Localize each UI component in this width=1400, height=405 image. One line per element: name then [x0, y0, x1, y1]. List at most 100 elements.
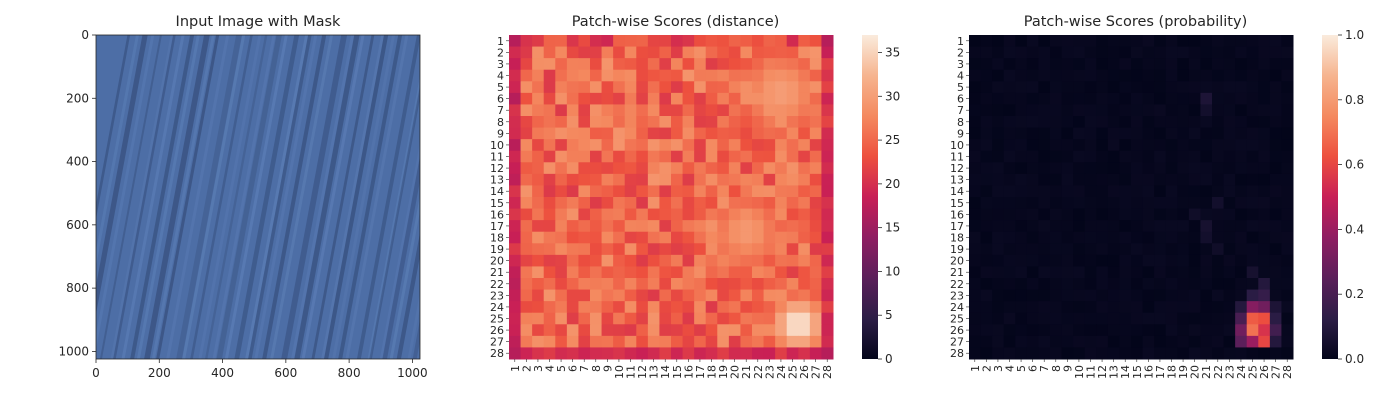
heatmap-cell: [613, 69, 626, 82]
heatmap-cell: [980, 208, 993, 221]
heatmap-cell: [728, 324, 741, 337]
heatmap-cell: [752, 231, 765, 244]
heatmap-cell: [659, 347, 672, 360]
row-label: 3: [497, 58, 504, 71]
heatmap-cell: [1084, 220, 1097, 233]
heatmap-cell: [682, 289, 695, 302]
heatmap-cell: [543, 312, 556, 325]
heatmap-cell: [740, 220, 753, 233]
image-stripe: [96, 35, 131, 220]
heatmap-cell: [682, 231, 695, 244]
heatmap-cell: [809, 347, 822, 360]
heatmap-cell: [1269, 69, 1282, 82]
heatmap-cell: [647, 301, 660, 314]
heatmap-cell: [728, 104, 741, 117]
heatmap-cell: [821, 150, 834, 163]
heatmap-cell: [601, 46, 614, 59]
heatmap-cell: [1003, 185, 1016, 198]
heatmap-cell: [740, 278, 753, 291]
heatmap-cell: [1142, 139, 1155, 152]
heatmap-cell: [705, 127, 718, 140]
heatmap-cell: [555, 173, 568, 186]
heatmap-cell: [1119, 254, 1132, 267]
heatmap-cell: [1246, 69, 1259, 82]
heatmap-cell: [775, 92, 788, 105]
col-label: 16: [682, 365, 695, 379]
heatmap-cell: [798, 312, 811, 325]
heatmap-cell: [1073, 243, 1086, 256]
heatmap-cell: [1223, 116, 1236, 129]
heatmap-cell: [1142, 254, 1155, 267]
heatmap-cell: [786, 243, 799, 256]
heatmap-cell: [647, 69, 660, 82]
heatmap-cell: [1119, 139, 1132, 152]
heatmap-cell: [798, 335, 811, 348]
heatmap-cell: [1281, 173, 1294, 186]
heatmap-cell: [1038, 301, 1051, 314]
heatmap-cell: [1084, 324, 1097, 337]
heatmap-cell: [798, 185, 811, 198]
panel1-title: Input Image with Mask: [176, 14, 341, 30]
heatmap-cell: [1050, 81, 1063, 94]
heatmap-cell: [1050, 266, 1063, 279]
col-label: 11: [625, 365, 638, 379]
heatmap-cell: [1281, 104, 1294, 117]
heatmap-cell: [636, 185, 649, 198]
heatmap-cell: [705, 278, 718, 291]
col-label: 16: [1142, 365, 1155, 379]
heatmap-cell: [520, 312, 533, 325]
heatmap-cell: [1073, 58, 1086, 71]
heatmap-cell: [601, 58, 614, 71]
heatmap-cell: [659, 173, 672, 186]
heatmap-cell: [1119, 58, 1132, 71]
heatmap-cell: [1258, 254, 1271, 267]
heatmap-cell: [1061, 266, 1074, 279]
heatmap-cell: [1212, 127, 1225, 140]
heatmap-cell: [1050, 301, 1063, 314]
heatmap-cell: [1177, 185, 1190, 198]
col-label: 12: [636, 365, 649, 379]
heatmap-cell: [624, 150, 637, 163]
heatmap-cell: [543, 289, 556, 302]
heatmap-cell: [1281, 301, 1294, 314]
heatmap-cell: [1200, 58, 1213, 71]
heatmap-cell: [717, 58, 730, 71]
heatmap-cell: [763, 220, 776, 233]
heatmap-cell: [798, 127, 811, 140]
col-label: 24: [1235, 365, 1248, 379]
heatmap-cell: [969, 35, 982, 48]
heatmap-cell: [1188, 301, 1201, 314]
heatmap-cell: [1131, 46, 1144, 59]
heatmap-cell: [590, 278, 603, 291]
heatmap-cell: [659, 312, 672, 325]
heatmap-cell: [590, 116, 603, 129]
heatmap-cell: [543, 197, 556, 210]
heatmap-cell: [1026, 150, 1039, 163]
heatmap-cell: [705, 197, 718, 210]
heatmap-cell: [980, 173, 993, 186]
heatmap-cell: [1015, 220, 1028, 233]
heatmap-cell: [1142, 127, 1155, 140]
heatmap-cell: [1246, 289, 1259, 302]
col-label: 22: [1212, 365, 1225, 379]
heatmap-cell: [566, 46, 579, 59]
heatmap-cell: [1223, 243, 1236, 256]
heatmap-cell: [520, 173, 533, 186]
heatmap-cell: [763, 116, 776, 129]
heatmap-cell: [590, 92, 603, 105]
heatmap-cell: [798, 324, 811, 337]
heatmap-cell: [682, 335, 695, 348]
row-label: 11: [490, 151, 504, 164]
heatmap-cell: [969, 301, 982, 314]
heatmap-cell: [1003, 69, 1016, 82]
heatmap-cell: [1200, 116, 1213, 129]
heatmap-cell: [1235, 243, 1248, 256]
heatmap-cell: [671, 301, 684, 314]
heatmap-cell: [1107, 58, 1120, 71]
image-highlight: [96, 35, 155, 351]
heatmap-cell: [520, 266, 533, 279]
heatmap-cell: [1084, 347, 1097, 360]
colorbar-tick-label: 10: [885, 264, 900, 278]
heatmap-cell: [590, 197, 603, 210]
heatmap-cell: [1003, 324, 1016, 337]
